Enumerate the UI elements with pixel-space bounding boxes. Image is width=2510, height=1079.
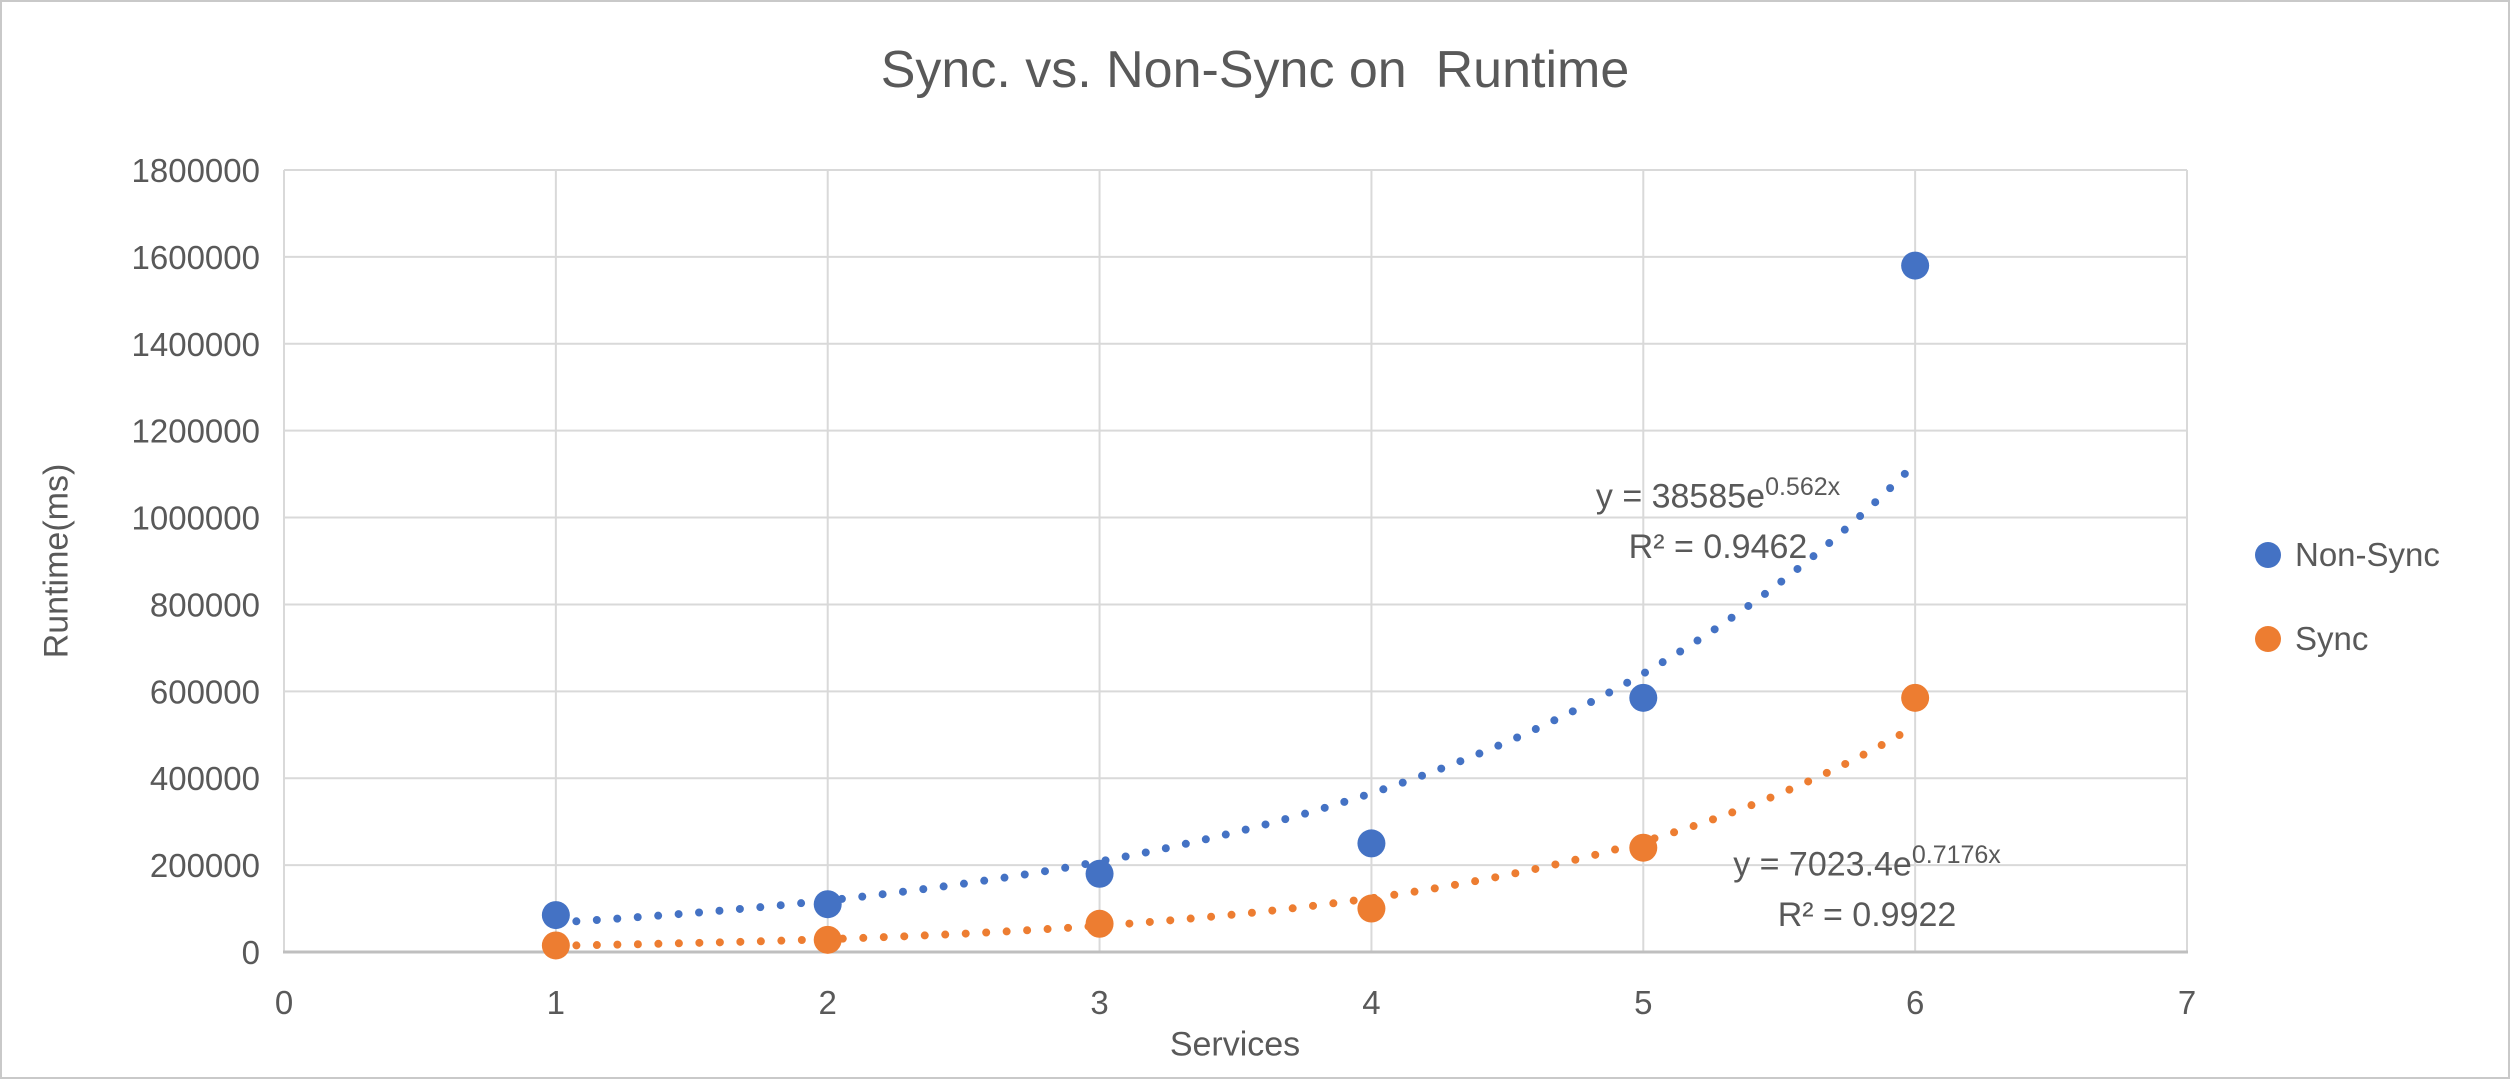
x-tick-label: 5 xyxy=(1634,984,1652,1021)
y-tick-label: 800000 xyxy=(150,586,260,623)
data-point-sync xyxy=(813,925,842,954)
legend-item-nonsync: Non-Sync xyxy=(2255,536,2440,574)
y-tick-label: 200000 xyxy=(150,847,260,884)
equation-exponent: 0.7176x xyxy=(1911,841,2001,869)
trendline-equation-sync-formula: y = 7023.4e0.7176x xyxy=(1733,830,2001,890)
data-point-non-sync xyxy=(1901,251,1930,280)
y-tick-label: 1000000 xyxy=(132,500,260,537)
chart-title: Sync. vs. Non-Sync on Runtime xyxy=(880,41,1630,99)
x-tick-label: 4 xyxy=(1362,984,1380,1021)
data-point-non-sync xyxy=(541,901,570,930)
y-tick-label: 0 xyxy=(242,934,260,971)
x-tick-label: 0 xyxy=(275,984,293,1021)
trendline-r2-sync: R² = 0.9922 xyxy=(1777,896,1957,935)
y-tick-label: 400000 xyxy=(150,760,260,797)
y-tick-label: 1200000 xyxy=(132,413,260,450)
data-point-non-sync xyxy=(1629,683,1658,712)
data-point-sync xyxy=(1629,833,1658,862)
x-tick-label: 3 xyxy=(1090,984,1108,1021)
trendline-r2-nonsync: R² = 0.9462 xyxy=(1628,528,1808,567)
legend-item-sync: Sync xyxy=(2255,620,2440,658)
legend-label-sync: Sync xyxy=(2295,620,2369,657)
y-tick-label: 1800000 xyxy=(132,152,260,189)
data-point-sync xyxy=(541,931,570,960)
data-point-non-sync xyxy=(1085,859,1114,888)
data-point-sync xyxy=(1901,683,1930,712)
trendline-equation-sync: y = 7023.4e0.7176x R² = 0.9922 xyxy=(1733,830,2001,941)
x-axis-title: Services xyxy=(1169,1025,1301,1064)
data-point-sync xyxy=(1357,894,1386,923)
equation-base: y = 7023.4e xyxy=(1733,845,1912,884)
trendline-sync xyxy=(551,721,1920,950)
x-tick-label: 7 xyxy=(2178,984,2196,1021)
legend-marker-nonsync-icon xyxy=(2255,542,2281,568)
y-tick-label: 1600000 xyxy=(132,239,260,276)
y-axis-title: Runtime(ms) xyxy=(37,463,76,659)
x-tick-label: 1 xyxy=(547,984,565,1021)
data-point-sync xyxy=(1085,909,1114,938)
trendline-equation-nonsync: y = 38585e0.562x R² = 0.9462 xyxy=(1596,462,1840,573)
legend-label-nonsync: Non-Sync xyxy=(2295,536,2440,573)
x-tick-label: 6 xyxy=(1906,984,1924,1021)
y-tick-label: 600000 xyxy=(150,673,260,710)
legend-marker-sync-icon xyxy=(2255,626,2281,652)
y-tick-label: 1400000 xyxy=(132,326,260,363)
data-point-non-sync xyxy=(813,890,842,919)
trendline-equation-nonsync-formula: y = 38585e0.562x xyxy=(1596,462,1840,522)
equation-base: y = 38585e xyxy=(1595,477,1766,516)
equation-exponent: 0.562x xyxy=(1765,473,1841,501)
legend: Non-Sync Sync xyxy=(2255,536,2440,658)
x-tick-label: 2 xyxy=(819,984,837,1021)
trendline-non-sync xyxy=(551,459,1920,927)
data-point-non-sync xyxy=(1357,829,1386,858)
